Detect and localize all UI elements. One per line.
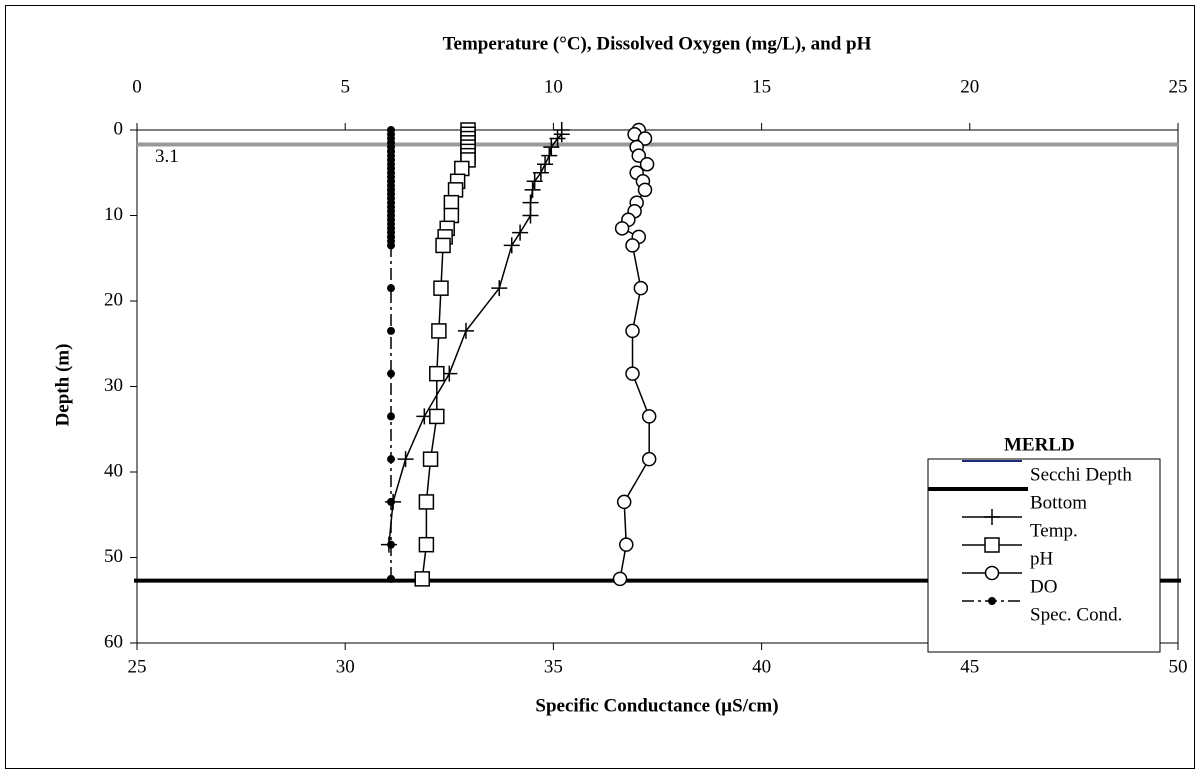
chart-title: Temperature (°C), Dissolved Oxygen (mg/L… bbox=[443, 33, 872, 54]
marker-circle bbox=[641, 409, 657, 424]
marker-circle bbox=[625, 366, 640, 381]
x-tick-label: 10 bbox=[544, 76, 563, 97]
marker-circle bbox=[639, 156, 655, 172]
legend-marker bbox=[984, 565, 1000, 581]
y-tick-label: 50 bbox=[104, 546, 123, 567]
marker-dot bbox=[387, 455, 396, 464]
marker-dot bbox=[387, 284, 396, 293]
marker-square bbox=[431, 323, 447, 339]
marker-dot bbox=[387, 412, 396, 421]
marker-plus bbox=[537, 156, 554, 173]
y-tick-label: 30 bbox=[104, 375, 123, 396]
marker-square bbox=[443, 194, 460, 211]
marker-plus bbox=[397, 451, 414, 468]
marker-plus bbox=[549, 130, 566, 147]
marker-circle bbox=[616, 494, 632, 510]
marker-circle bbox=[619, 537, 634, 552]
legend-label: Secchi Depth bbox=[1030, 464, 1132, 485]
marker-circle bbox=[641, 451, 657, 467]
marker-plus bbox=[543, 139, 560, 156]
x-tick-label: 20 bbox=[960, 76, 979, 97]
x-tick-label: 15 bbox=[752, 76, 771, 97]
legend-label: DO bbox=[1030, 576, 1057, 597]
x2-tick-label: 25 bbox=[128, 656, 147, 677]
marker-plus bbox=[512, 224, 529, 241]
marker-plus bbox=[526, 173, 543, 190]
legend-label: Bottom bbox=[1030, 492, 1087, 513]
x2-tick-label: 30 bbox=[336, 656, 355, 677]
legend-marker bbox=[984, 509, 1000, 525]
x2-axis-label: Specific Conductance (µS/cm) bbox=[535, 695, 778, 716]
marker-circle bbox=[637, 182, 653, 198]
marker-square bbox=[418, 494, 435, 510]
marker-circle bbox=[625, 323, 640, 339]
marker-plus bbox=[503, 237, 520, 254]
legend-marker bbox=[984, 537, 1000, 553]
marker-circle bbox=[637, 131, 653, 146]
x-tick-label: 5 bbox=[340, 76, 350, 97]
marker-circle bbox=[631, 148, 647, 163]
legend-marker bbox=[988, 597, 996, 605]
marker-dot bbox=[387, 497, 396, 506]
legend-label: Temp. bbox=[1030, 520, 1078, 541]
marker-plus bbox=[457, 322, 474, 339]
y-axis-label: Depth (m) bbox=[52, 344, 73, 427]
x2-tick-label: 45 bbox=[960, 656, 979, 677]
marker-square bbox=[443, 207, 460, 224]
marker-circle bbox=[625, 238, 640, 253]
marker-plus bbox=[524, 181, 541, 198]
marker-square bbox=[418, 536, 435, 553]
y-tick-label: 60 bbox=[104, 631, 123, 652]
marker-plus bbox=[532, 164, 549, 181]
legend-label: Spec. Cond. bbox=[1030, 604, 1122, 625]
marker-plus bbox=[522, 207, 539, 224]
x2-tick-label: 35 bbox=[544, 656, 563, 677]
marker-square bbox=[454, 160, 470, 177]
x2-tick-label: 50 bbox=[1169, 656, 1188, 677]
chart-border bbox=[5, 5, 1195, 769]
marker-plus bbox=[553, 126, 570, 143]
marker-square bbox=[435, 237, 451, 254]
marker-square bbox=[422, 451, 439, 467]
marker-dot bbox=[387, 574, 396, 583]
marker-dot bbox=[387, 241, 396, 250]
marker-circle bbox=[614, 221, 630, 236]
legend-label: pH bbox=[1030, 548, 1054, 569]
x-tick-label: 0 bbox=[132, 76, 142, 97]
marker-plus bbox=[541, 147, 558, 164]
marker-square bbox=[429, 365, 445, 382]
marker-circle bbox=[633, 280, 649, 296]
x-tick-label: 25 bbox=[1169, 76, 1188, 97]
marker-dot bbox=[387, 540, 396, 549]
marker-dot bbox=[387, 369, 396, 378]
y-tick-label: 10 bbox=[104, 204, 123, 225]
y-tick-label: 0 bbox=[114, 118, 124, 139]
marker-square bbox=[433, 280, 449, 296]
marker-square bbox=[414, 571, 430, 587]
marker-square bbox=[447, 182, 464, 198]
legend-box bbox=[927, 458, 1161, 653]
marker-plus bbox=[491, 280, 508, 297]
marker-dot bbox=[387, 326, 396, 335]
legend-title: MERLD bbox=[1004, 434, 1075, 455]
x2-tick-label: 40 bbox=[752, 656, 771, 677]
y-tick-label: 20 bbox=[104, 289, 123, 310]
marker-square bbox=[429, 408, 445, 425]
marker-circle bbox=[612, 571, 628, 587]
y-tick-label: 40 bbox=[104, 460, 123, 481]
secchi-label: 3.1 bbox=[155, 146, 179, 167]
